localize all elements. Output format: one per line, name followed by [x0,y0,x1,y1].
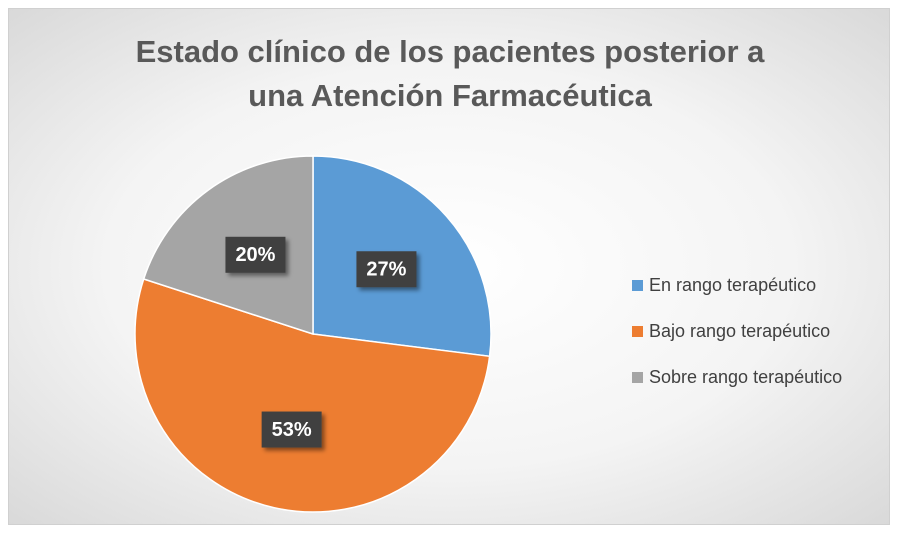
legend-label: Bajo rango terapéutico [649,321,830,341]
data-label-box [356,251,417,288]
data-label-box [261,411,322,448]
legend-label: En rango terapéutico [649,275,816,295]
data-label-box [225,236,286,273]
data-label-text: 53% [272,419,312,441]
data-label-text: 27% [366,259,406,281]
pie-slice [134,278,491,513]
data-label-text: 20% [235,244,275,266]
legend-swatch [632,372,643,383]
chart-title: Estado clínico de los pacientes posterio… [135,34,765,113]
data-label: 27% [356,251,417,288]
data-label: 53% [261,411,322,448]
legend-label: Sobre rango terapéutico [649,367,842,387]
data-label: 20% [225,236,286,273]
legend-swatch [632,280,643,291]
legend-swatch [632,326,643,337]
